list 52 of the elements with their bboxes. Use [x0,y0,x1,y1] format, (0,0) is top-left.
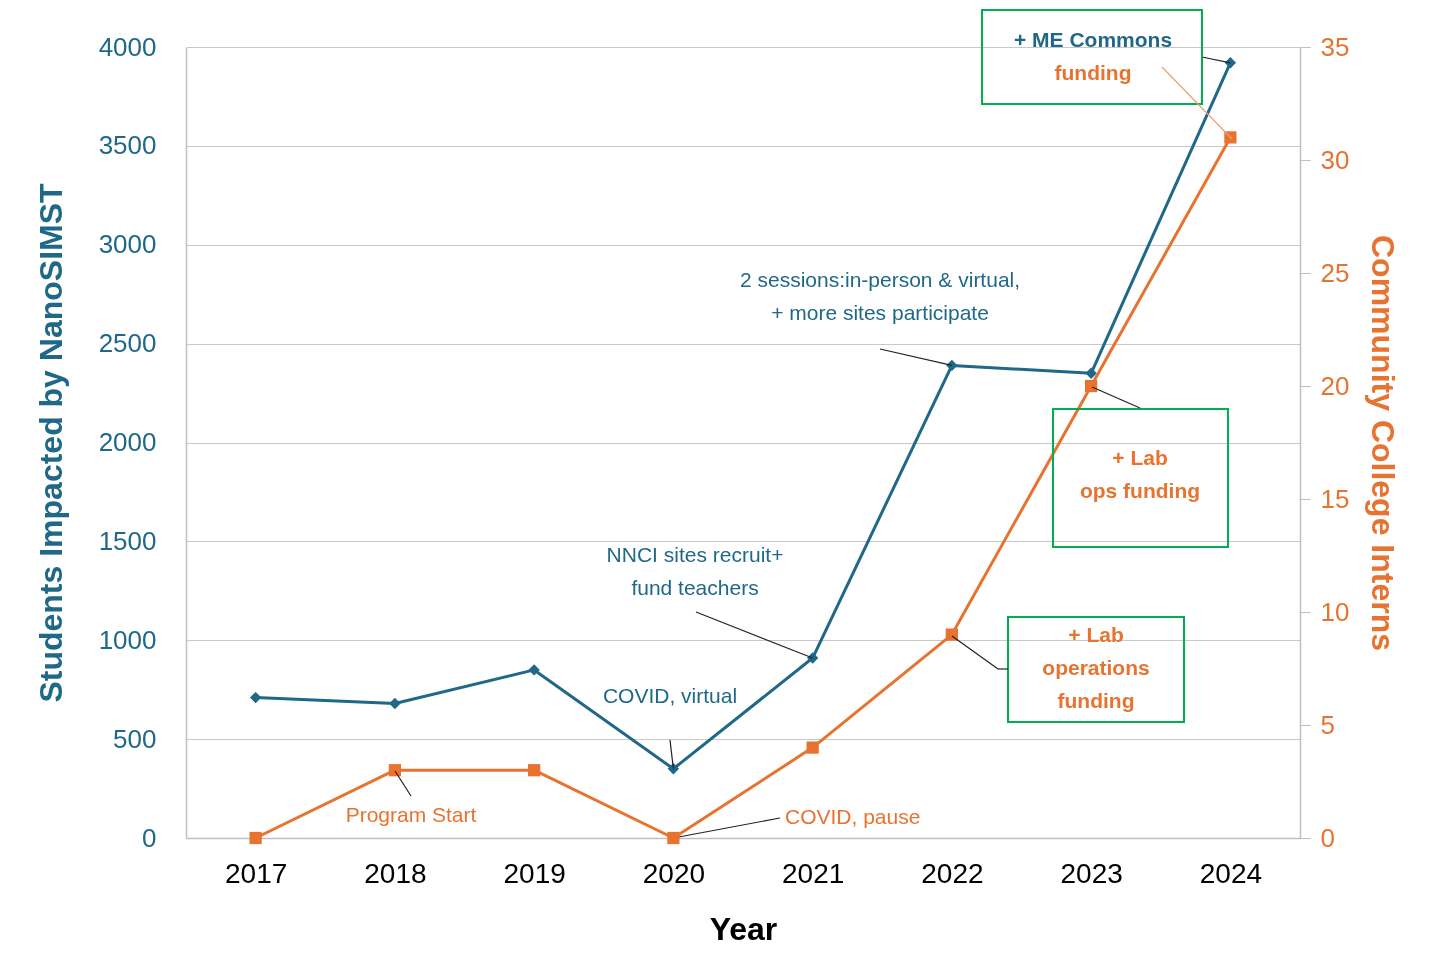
annotation: Program Start [345,803,477,826]
annotation: COVID, virtual [602,684,738,707]
point [389,697,401,710]
y2-tick-label: 25 [1320,257,1350,288]
y2-tick-label: 0 [1320,822,1335,853]
y2-tick-label: 10 [1320,596,1350,627]
annotation: + Lab operations funding [1042,623,1150,712]
annotation: COVID, pause [785,805,921,828]
annotation: 2 sessions:in-person & virtual, + more sites participate [739,268,1021,324]
y2-tick-label: 20 [1320,370,1350,401]
point [806,741,819,754]
y2-axis-title: Community College Interns [1365,234,1402,652]
x-tick-label: 2023 [1060,857,1123,889]
y-tick-label: 1500 [98,525,157,556]
y-tick-label: 4000 [98,31,157,62]
point [249,691,262,704]
y-tick-label: 3500 [98,130,157,161]
y2-tick-label: 5 [1320,709,1335,740]
annotation: + Lab ops funding [1079,446,1201,502]
y-tick-label: 0 [142,822,157,853]
y-tick-label: 2500 [98,328,157,359]
y2-tick-label: 30 [1320,144,1350,175]
x-tick-label: 2024 [1199,857,1263,889]
annotation: NNCI sites recruit+ fund teachers [606,543,784,599]
y-tick-label: 3000 [98,229,157,260]
x-tick-label: 2020 [642,857,706,889]
x-tick-label: 2018 [364,857,427,889]
y-tick-label: 2000 [98,427,157,457]
annotation: funding [1054,61,1132,84]
point [249,831,262,845]
x-tick-label: 2019 [503,857,566,889]
x-tick-label: 2021 [781,857,845,889]
point [388,764,401,777]
point [1085,379,1098,393]
x-axis-title: Year [709,910,778,947]
point [1224,131,1237,144]
y-tick-label: 1000 [98,624,157,655]
point [528,664,540,676]
point [667,831,680,845]
point [528,764,541,777]
y2-tick-label: 35 [1320,31,1350,62]
x-tick-label: 2022 [921,857,984,889]
point [1224,57,1237,69]
point [946,359,958,372]
y2-tick-label: 15 [1320,483,1350,514]
x-tick-label: 2017 [224,857,288,889]
point [1085,367,1097,379]
point [945,628,958,641]
annotation: + ME Commons [1013,28,1173,51]
y-axis-title: Students Impacted by NanoSIMST [32,182,69,703]
point [806,652,819,664]
y-tick-label: 500 [113,723,157,754]
